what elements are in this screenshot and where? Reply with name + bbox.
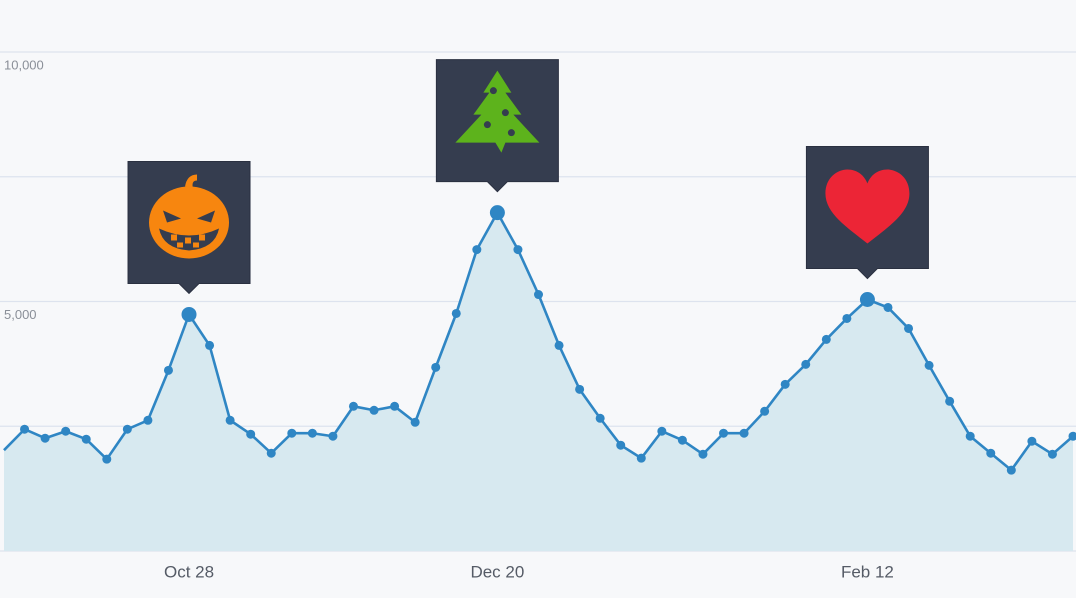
point (1068, 431, 1076, 441)
point (595, 413, 605, 423)
x-tick-label: Oct 28 (164, 562, 214, 581)
point (760, 406, 770, 416)
point (719, 428, 729, 438)
point (554, 340, 564, 350)
icon (825, 169, 910, 244)
point (143, 415, 153, 425)
icon-badge (435, 59, 559, 193)
area (4, 212, 1073, 552)
point (636, 453, 646, 463)
point (945, 396, 955, 406)
point (677, 435, 687, 445)
pumpkin-stem (185, 174, 198, 189)
icon (455, 70, 540, 153)
point (780, 379, 790, 389)
point (348, 401, 358, 411)
point (924, 360, 934, 370)
y-tick-label: 5,000 (4, 307, 37, 322)
point (821, 334, 831, 344)
point (616, 440, 626, 450)
point (534, 290, 543, 300)
point (698, 449, 708, 459)
point (965, 431, 975, 441)
icon-badge (805, 146, 929, 280)
point (451, 308, 461, 318)
pumpkin-teeth (171, 234, 206, 248)
highlight-point (181, 306, 197, 322)
point (575, 384, 585, 394)
x-tick-label: Feb 12 (841, 562, 894, 581)
point (102, 454, 112, 464)
point (40, 433, 50, 443)
highlight-point (489, 205, 505, 221)
heart (825, 169, 910, 244)
point (307, 428, 317, 438)
ornament (507, 129, 515, 137)
point (390, 401, 400, 411)
point (986, 448, 996, 458)
pumpkin-eye (163, 210, 182, 223)
point (163, 365, 173, 375)
icon-badge (127, 160, 251, 295)
point (801, 359, 811, 369)
point (1047, 449, 1057, 459)
point (246, 429, 256, 439)
point (205, 340, 215, 350)
point (369, 405, 379, 415)
point (883, 302, 893, 312)
tree (455, 70, 540, 153)
point (287, 428, 297, 438)
point (1006, 465, 1016, 475)
ornament (483, 121, 491, 129)
point (20, 424, 30, 434)
point (61, 426, 71, 436)
point (904, 323, 914, 333)
pumpkin-eye (197, 210, 216, 223)
point (739, 428, 749, 438)
point (431, 362, 441, 372)
icon (149, 174, 230, 259)
y-tick-label: 10,000 (4, 57, 44, 72)
point (513, 245, 523, 255)
point (225, 415, 235, 425)
highlight-point (859, 292, 875, 308)
point (472, 245, 482, 255)
x-tick-label: Dec 20 (470, 562, 524, 581)
ornament (489, 87, 497, 95)
point (657, 426, 667, 436)
point (410, 417, 420, 427)
point (122, 424, 132, 434)
point (266, 448, 276, 458)
point (842, 313, 852, 323)
point (81, 434, 91, 444)
point (1027, 436, 1037, 446)
ornament (501, 109, 509, 117)
point (328, 431, 338, 441)
